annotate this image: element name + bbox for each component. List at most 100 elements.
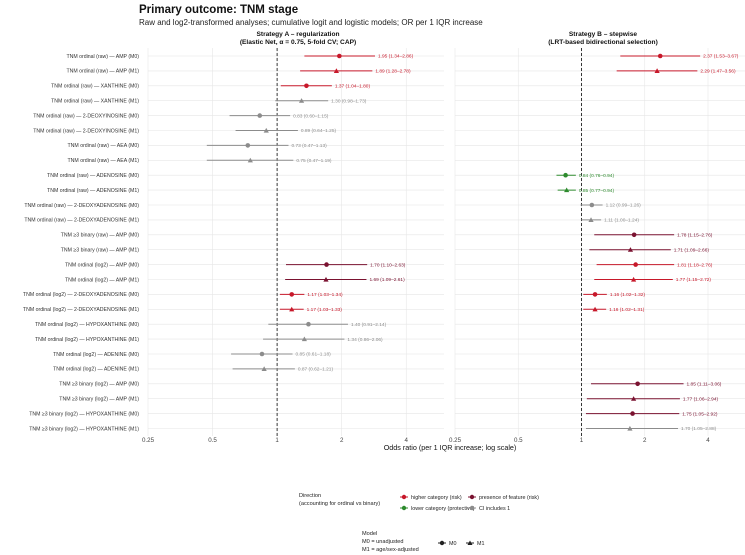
estimate-row: 1.40 (0.91–2.14) [268, 321, 387, 328]
estimate-label: 1.78 (1.15–2.76) [677, 233, 713, 239]
row-label: TNM ≥3 binary (log2) — AMP (M0) [59, 382, 139, 388]
estimate-label: 1.70 (1.05–2.88) [681, 426, 717, 432]
legend-item-label: higher category (risk) [411, 495, 462, 501]
estimate-label: 1.34 (0.86–2.06) [347, 337, 383, 343]
point-estimate-m0 [631, 232, 637, 238]
legend-model: Model M0 = unadjusted M1 = age/sex-adjus… [362, 531, 485, 553]
estimate-row: 1.77 (1.06–2.94) [586, 396, 719, 402]
estimate-label: 1.85 (1.11–3.06) [687, 382, 722, 388]
estimate-row: 1.70 (1.05–2.88) [585, 425, 717, 432]
estimate-label: 1.69 (1.09–2.61) [369, 277, 405, 283]
estimate-row: 1.77 (1.15–2.72) [594, 276, 711, 283]
row-label: TNM ordinal (raw) — AEA (M0) [68, 143, 140, 149]
estimate-row: 0.84 (0.76–0.94) [556, 172, 615, 179]
point-estimate-m1 [564, 187, 570, 193]
chart-subtitle: Raw and log2-transformed analyses; cumul… [139, 18, 483, 27]
legend-item-presence: presence of feature (risk) [468, 494, 539, 501]
legend-item-label: lower category (protective) [411, 506, 475, 512]
point-estimate-m0 [306, 321, 311, 327]
point-estimate-m0 [657, 53, 663, 59]
row-label: TNM ordinal (raw) — XANTHINE (M1) [51, 99, 139, 105]
point-estimate-m1 [588, 217, 594, 222]
point-estimate-m1 [592, 306, 598, 312]
estimate-row: 2.37 (1.53–3.67) [620, 53, 739, 60]
estimate-label: 1.11 (1.00–1.24) [604, 218, 639, 224]
estimate-label: 1.75 (1.05–2.92) [682, 411, 718, 417]
panel-a: 0.25 0.5 1 2 4 [142, 48, 444, 444]
legend-direction: Direction (accounting for ordinal vs bin… [299, 493, 539, 512]
x-tick-label: 0.5 [514, 437, 523, 444]
point-estimate-m1 [631, 396, 637, 401]
legend-direction-title-line1: Direction [299, 493, 321, 499]
row-label: TNM ≥3 binary (raw) — AMP (M1) [61, 248, 140, 254]
row-label: TNM ordinal (log2) — AMP (M0) [65, 262, 139, 268]
estimate-row: 1.81 (1.18–2.76) [596, 262, 713, 268]
x-tick-label: 4 [706, 437, 710, 444]
x-tick-label: 0.5 [208, 437, 217, 444]
row-label: TNM ordinal (raw) — AMP (M1) [66, 69, 139, 75]
panel-a-title-line1: Strategy A – regularization [256, 31, 339, 38]
estimate-row: 1.85 (1.11–3.06) [591, 381, 722, 388]
estimate-label: 0.87 (0.62–1.21) [298, 367, 334, 373]
point-estimate-m1 [631, 276, 637, 282]
row-label: TNM ordinal (raw) — 2-DEOXYADENOSINE (M0… [24, 203, 139, 209]
point-estimate-m1 [323, 276, 329, 282]
estimate-row: 1.11 (1.00–1.24) [581, 217, 639, 224]
legend-model-title-line3: M1 = age/sex-adjusted [362, 547, 419, 553]
legend-item-lower: lower category (protective) [400, 505, 475, 512]
estimate-row: 1.70 (1.10–2.63) [285, 262, 406, 268]
row-labels: TNM ordinal (raw) — AMP (M0) TNM ordinal … [23, 54, 140, 432]
row-label: TNM ordinal (raw) — 2-DEOXYINOSINE (M1) [33, 128, 139, 134]
point-estimate-m1 [289, 306, 295, 312]
point-estimate-m0 [563, 172, 568, 178]
point-estimate-m1 [333, 68, 340, 73]
estimate-label: 2.37 (1.53–3.67) [703, 54, 739, 60]
row-label: TNM ordinal (raw) — AMP (M0) [66, 54, 139, 60]
estimate-row: 0.87 (0.62–1.21) [232, 366, 334, 373]
row-label: TNM ordinal (raw) — ADENOSINE (M1) [47, 188, 139, 194]
estimate-label: 0.75 (0.47–1.19) [296, 158, 332, 164]
point-estimate-m0 [633, 262, 638, 267]
plot-area: 0.25 0.5 1 2 4 0.25 0.5 1 2 4 TNM ordinal (raw) — … [23, 48, 745, 444]
x-tick-label: 2 [340, 437, 344, 444]
estimate-label: 1.89 (1.28–2.78) [375, 69, 411, 75]
estimate-label: 1.37 (1.04–1.80) [335, 84, 371, 90]
point-estimate-m1 [298, 98, 305, 103]
estimate-label: 0.85 (0.61–1.18) [296, 352, 332, 358]
point-estimate-m0 [589, 202, 595, 208]
x-tick-label: 4 [405, 437, 409, 444]
point-estimate-m0 [324, 262, 329, 267]
row-label: TNM ordinal (log2) — HYPOXANTHINE (M0) [35, 322, 139, 328]
point-estimate-m1 [261, 366, 267, 371]
estimate-row: 0.75 (0.47–1.19) [206, 157, 332, 164]
estimate-row: 1.71 (1.09–2.66) [589, 247, 709, 253]
estimate-row: 2.29 (1.47–3.56) [616, 68, 736, 75]
estimate-row: 1.30 (0.98–1.73) [275, 98, 367, 104]
estimate-row: 1.34 (0.86–2.06) [263, 336, 383, 343]
row-label: TNM ≥3 binary (log2) — AMP (M1) [59, 397, 139, 403]
legend-key-dot [469, 494, 475, 500]
estimate-label: 1.30 (0.98–1.73) [331, 98, 367, 104]
x-tick-label: 0.25 [449, 437, 462, 444]
chart-title: Primary outcome: TNM stage [139, 4, 298, 16]
estimate-label: 0.84 (0.76–0.94) [579, 173, 615, 179]
legend-item-label: presence of feature (risk) [479, 495, 539, 501]
row-label: TNM ordinal (raw) — ADENOSINE (M0) [47, 173, 139, 179]
legend-item-label: M1 [477, 541, 485, 547]
row-label: TNM ordinal (log2) — HYPOXANTHINE (M1) [35, 337, 139, 343]
legend-key-dot [401, 494, 407, 500]
estimate-label: 1.16 (1.02–1.32) [610, 292, 646, 298]
point-estimate-m0 [592, 292, 598, 297]
row-label: TNM ordinal (log2) — 2-DEOXYADENOSINE (M… [23, 307, 139, 313]
x-tick-label: 1 [580, 437, 584, 444]
estimate-label: 1.71 (1.09–2.66) [674, 247, 710, 253]
point-estimate-m0 [245, 143, 251, 148]
x-tick-label: 1 [275, 437, 279, 444]
estimate-label: 1.70 (1.10–2.63) [370, 262, 406, 268]
estimate-row: 1.17 (1.03–1.33) [279, 306, 342, 313]
estimate-row: 1.16 (1.02–1.31) [583, 306, 645, 313]
point-estimate-m1 [247, 157, 253, 163]
estimate-label: 0.73 (0.47–1.13) [292, 143, 328, 149]
estimate-row: 1.17 (1.03–1.34) [279, 292, 343, 298]
